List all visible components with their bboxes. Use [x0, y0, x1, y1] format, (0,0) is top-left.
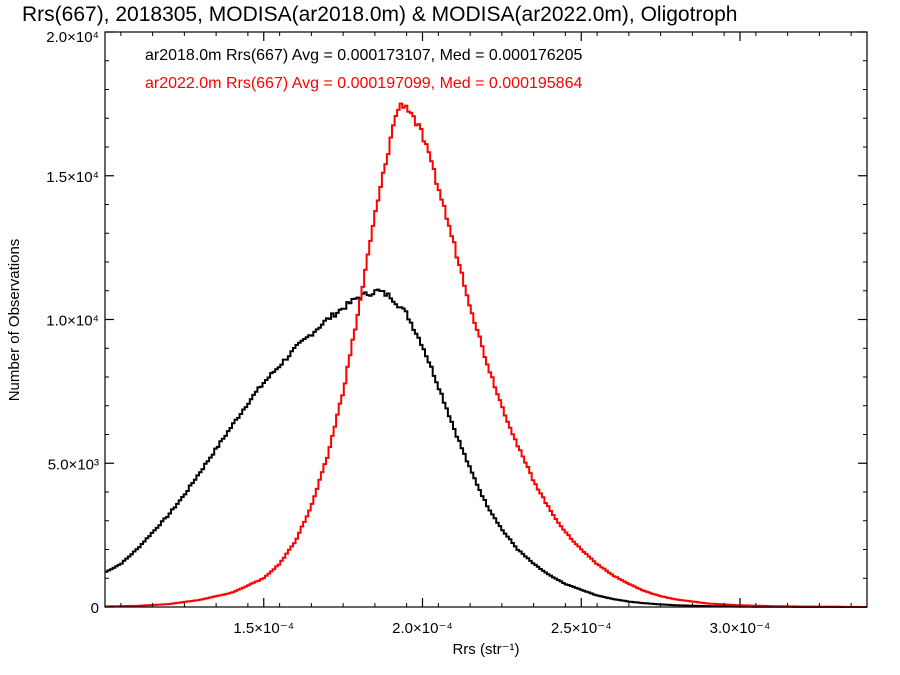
y-tick-label: 5.0×10³ — [48, 456, 99, 473]
series-layer — [105, 102, 867, 608]
series-line-1 — [105, 102, 867, 608]
y-tick-label: 2.0×10⁴ — [46, 29, 99, 46]
y-tick-label: 1.0×10⁴ — [46, 313, 99, 330]
x-axis-label: Rrs (str⁻¹) — [452, 641, 519, 658]
legend-entry-1: ar2022.0m Rrs(667) Avg = 0.000197099, Me… — [145, 75, 582, 92]
y-tick-label: 1.5×10⁴ — [46, 169, 99, 186]
series-line-0 — [105, 288, 867, 608]
y-tick-label: 0 — [91, 600, 99, 617]
plot-frame — [104, 31, 868, 608]
x-tick-label: 1.5×10⁻⁴ — [233, 620, 294, 637]
x-tick-label: 2.0×10⁻⁴ — [392, 620, 453, 637]
x-tick-label: 2.5×10⁻⁴ — [551, 620, 612, 637]
x-tick-label: 3.0×10⁻⁴ — [710, 620, 771, 637]
chart-title: Rrs(667), 2018305, MODISA(ar2018.0m) & M… — [22, 3, 738, 26]
ticks-layer: 1.5×10⁻⁴ 2.0×10⁻⁴ 2.5×10⁻⁴ 3.0×10⁻⁴ 0 5.0×10³… — [46, 29, 867, 637]
y-axis-label: Number of Observations — [6, 239, 23, 402]
legend-entry-0: ar2018.0m Rrs(667) Avg = 0.000173107, Me… — [145, 47, 582, 64]
legend: ar2018.0m Rrs(667) Avg = 0.000173107, Me… — [145, 47, 582, 92]
